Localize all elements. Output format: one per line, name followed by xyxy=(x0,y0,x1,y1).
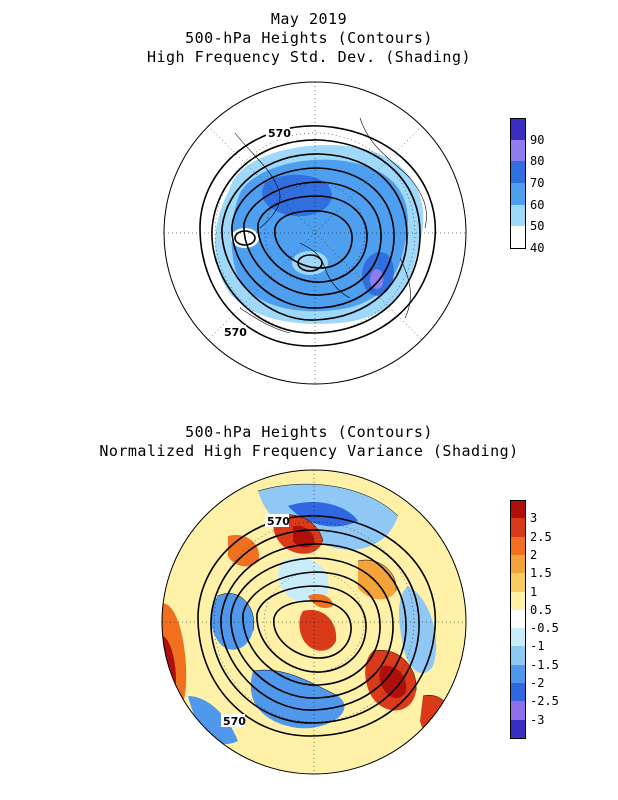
contour-label-570: 570 xyxy=(223,715,246,728)
height-contour xyxy=(274,210,353,269)
contour-label-570: 570 xyxy=(267,515,290,528)
colorbar-swatch xyxy=(510,719,526,739)
colorbar-swatch xyxy=(510,591,526,611)
height-contour xyxy=(231,167,395,309)
height-contour xyxy=(210,529,420,724)
colorbar-swatch xyxy=(510,554,526,575)
colorbar-tick-label: -0.5 xyxy=(530,621,559,636)
colorbar-swatch xyxy=(510,161,526,184)
colorbar-tick-label: 50 xyxy=(530,219,545,234)
variance-positive-area xyxy=(358,560,397,600)
contour-label-570: 570 xyxy=(268,127,291,140)
height-contour xyxy=(243,181,382,296)
variance-positive-area xyxy=(420,695,457,741)
contour-label-570: 570 xyxy=(224,326,247,339)
colorbar-tick-label: 90 xyxy=(530,132,545,147)
colorbar-tick-label: 2.5 xyxy=(530,529,552,544)
latitude-circle xyxy=(263,571,365,673)
height-contour xyxy=(220,543,407,711)
colorbar-tick-label: 80 xyxy=(530,154,545,169)
variance-negative-area xyxy=(278,557,329,603)
colorbar-swatch xyxy=(510,500,526,520)
colorbar-swatch xyxy=(510,204,526,228)
meridian xyxy=(207,125,423,341)
variance-positive-area xyxy=(379,665,407,699)
colorbar-swatch xyxy=(510,664,526,685)
colorbar-tick-label: 1.5 xyxy=(530,566,552,581)
variance-negative-area xyxy=(399,586,437,674)
std-dev-shading-80 xyxy=(370,269,384,289)
colorbar-swatch xyxy=(510,226,526,249)
colorbar-tick-label: -1 xyxy=(530,639,545,654)
colorbar-tick-label: 70 xyxy=(530,176,545,190)
colorbar-swatch xyxy=(510,183,526,206)
colorbar-swatch xyxy=(510,628,526,648)
colorbar-swatch xyxy=(510,646,526,666)
height-contour xyxy=(221,153,408,321)
height-contour xyxy=(197,515,437,737)
colorbar-tick-label: 2 xyxy=(530,547,538,562)
top-colorbar: 90 80 70 60 50 40 xyxy=(510,118,560,254)
title-bottom-contours: 500-hPa Heights (Contours) xyxy=(185,423,433,441)
height-contour xyxy=(242,571,381,686)
height-contour xyxy=(256,585,367,673)
colorbar-swatch xyxy=(510,139,526,163)
variance-negative-area xyxy=(250,670,345,729)
std-dev-shading-70a xyxy=(262,174,332,217)
height-contour xyxy=(257,195,368,283)
colorbar-tick-label: 1 xyxy=(530,584,538,599)
colorbar-swatch xyxy=(510,701,526,721)
colorbar-tick-label: 3 xyxy=(530,511,538,526)
colorbar-swatch xyxy=(510,573,526,593)
variance-positive-area xyxy=(299,610,337,651)
height-contour-low xyxy=(297,254,323,272)
title-month: May 2019 xyxy=(270,10,348,28)
variance-negative-area xyxy=(188,696,238,744)
variance-negative-area xyxy=(288,501,358,527)
title-top-contours: 500-hPa Heights (Contours) xyxy=(185,29,433,47)
variance-contour xyxy=(217,483,457,737)
colorbar-tick-label: 60 xyxy=(530,197,545,212)
title-top-shading: High Frequency Std. Dev. (Shading) xyxy=(146,48,472,66)
top-polar-map: 570 570 xyxy=(163,81,467,385)
title-bottom-shading: Normalized High Frequency Variance (Shad… xyxy=(99,442,519,460)
colorbar-swatch xyxy=(510,683,526,703)
meridian xyxy=(207,125,423,341)
height-contour xyxy=(273,600,352,659)
colorbar-tick-label: 40 xyxy=(530,241,545,255)
height-contour-low xyxy=(234,230,256,246)
bottom-colorbar: 3 2.5 2 1.5 1 0.5 -0.5 -1 -1.5 -2 -2.5 -3 xyxy=(510,500,570,739)
bottom-polar-map: 570 570 xyxy=(161,469,467,775)
colorbar-tick-label: -2.5 xyxy=(530,694,559,709)
height-contour xyxy=(211,139,421,334)
colorbar-tick-label: -1.5 xyxy=(530,657,559,672)
coastline xyxy=(234,117,427,334)
variance-negative-area xyxy=(210,593,254,650)
colorbar-swatch xyxy=(510,518,526,538)
colorbar-swatch xyxy=(510,536,526,556)
colorbar-swatch xyxy=(510,118,526,141)
height-contour xyxy=(230,557,394,699)
colorbar-swatch xyxy=(510,609,526,630)
colorbar-tick-label: -3 xyxy=(530,712,545,727)
colorbar-tick-label: -2 xyxy=(530,676,545,691)
colorbar-tick-label: 0.5 xyxy=(530,602,552,617)
latitude-circle xyxy=(214,132,416,334)
